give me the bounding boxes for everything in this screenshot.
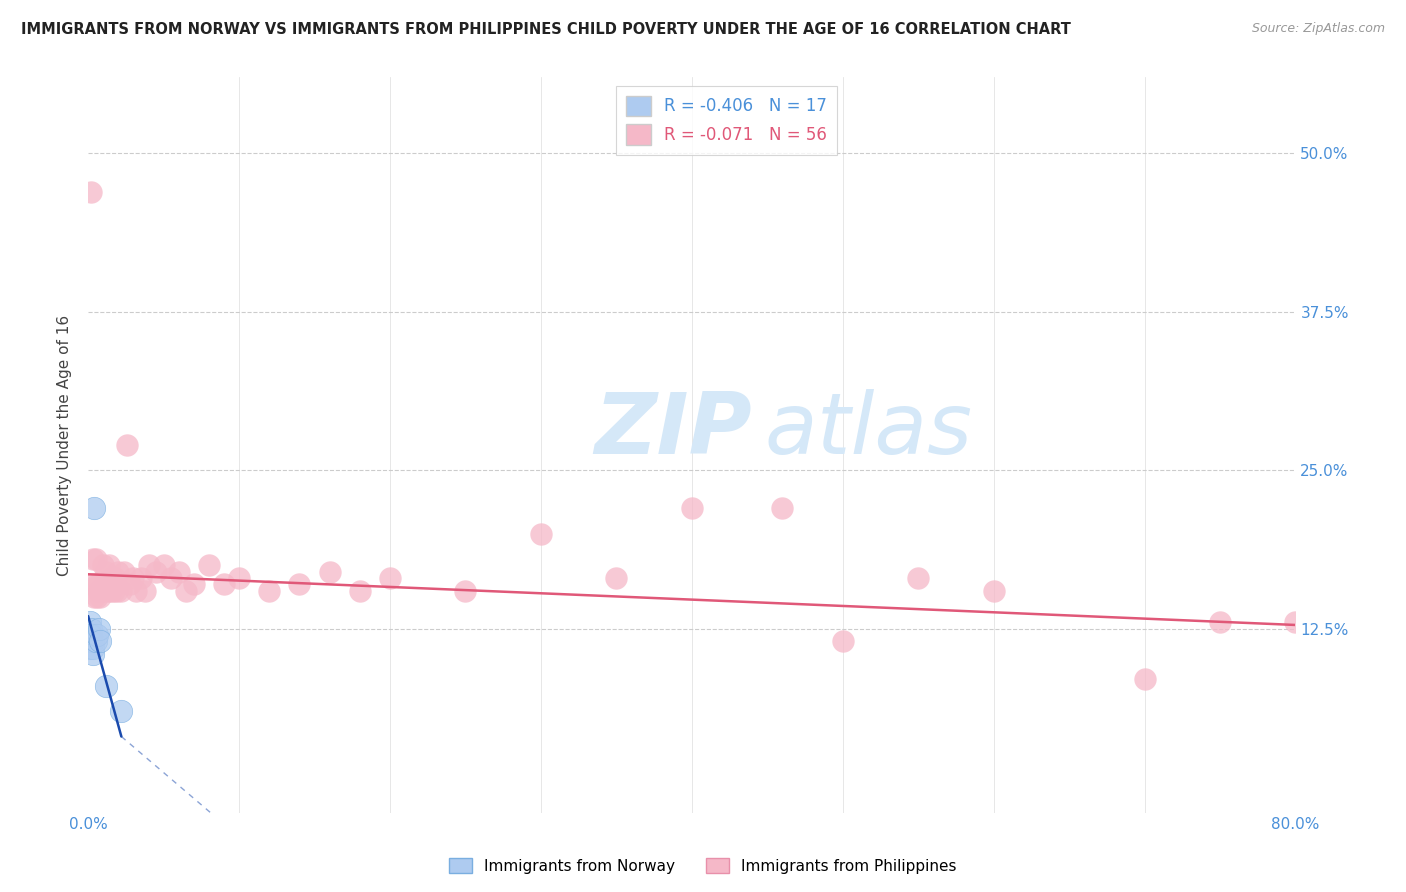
Point (83, 590, 105, 604)
Point (84, 634, 107, 648)
Point (86, 628, 108, 642)
Point (831, 634, 853, 648)
Point (110, 704, 132, 718)
Point (80, 622, 103, 636)
Point (87, 583, 110, 598)
Point (105, 583, 128, 598)
Point (117, 438, 139, 452)
Text: Source: ZipAtlas.com: Source: ZipAtlas.com (1251, 22, 1385, 36)
Point (160, 571, 183, 585)
Point (174, 583, 197, 598)
Point (86, 577, 108, 591)
Point (87, 622, 110, 636)
Point (257, 583, 280, 598)
Point (84, 552, 107, 566)
Point (212, 577, 235, 591)
Point (120, 577, 142, 591)
Point (97, 583, 120, 598)
Text: ZIP: ZIP (595, 389, 752, 472)
Point (145, 565, 167, 579)
Point (82, 552, 104, 566)
Point (907, 571, 929, 585)
Point (183, 577, 205, 591)
Point (83, 501, 105, 516)
Point (98, 558, 121, 573)
Point (89, 634, 111, 648)
Point (103, 583, 125, 598)
Point (288, 577, 311, 591)
Point (530, 526, 553, 541)
Point (101, 571, 124, 585)
Point (770, 501, 793, 516)
Point (983, 583, 1005, 598)
Point (79, 634, 101, 648)
Point (152, 558, 174, 573)
Point (94, 577, 117, 591)
Point (1284, 615, 1306, 630)
Legend: R = -0.406   N = 17, R = -0.071   N = 56: R = -0.406 N = 17, R = -0.071 N = 56 (616, 86, 837, 155)
Text: atlas: atlas (765, 389, 972, 472)
Point (91, 558, 114, 573)
Point (454, 583, 477, 598)
Point (129, 571, 152, 585)
Point (82, 640, 104, 655)
Point (107, 565, 129, 579)
Point (82, 577, 104, 591)
Text: IMMIGRANTS FROM NORWAY VS IMMIGRANTS FROM PHILIPPINES CHILD POVERTY UNDER THE AG: IMMIGRANTS FROM NORWAY VS IMMIGRANTS FRO… (21, 22, 1071, 37)
Point (1209, 615, 1232, 630)
Point (87, 577, 110, 591)
Point (79, 628, 101, 642)
Point (112, 565, 135, 579)
Point (681, 501, 703, 516)
Point (122, 571, 145, 585)
Point (89, 590, 111, 604)
Point (125, 583, 148, 598)
Point (82, 647, 104, 661)
Point (378, 571, 401, 585)
Y-axis label: Child Poverty Under the Age of 16: Child Poverty Under the Age of 16 (58, 314, 72, 575)
Point (605, 571, 627, 585)
Point (82, 634, 104, 648)
Point (198, 558, 221, 573)
Point (349, 583, 371, 598)
Point (96, 565, 118, 579)
Point (228, 571, 250, 585)
Point (167, 565, 190, 579)
Point (80, 628, 103, 642)
Point (80, 185, 103, 199)
Point (80, 634, 103, 648)
Point (104, 571, 127, 585)
Point (138, 558, 160, 573)
Point (1133, 673, 1156, 687)
Point (90, 583, 112, 598)
Point (134, 583, 156, 598)
Legend: Immigrants from Norway, Immigrants from Philippines: Immigrants from Norway, Immigrants from … (443, 852, 963, 880)
Point (100, 583, 122, 598)
Point (96, 679, 118, 693)
Point (110, 583, 132, 598)
Point (86, 590, 108, 604)
Point (79, 615, 101, 630)
Point (79, 640, 101, 655)
Point (318, 565, 340, 579)
